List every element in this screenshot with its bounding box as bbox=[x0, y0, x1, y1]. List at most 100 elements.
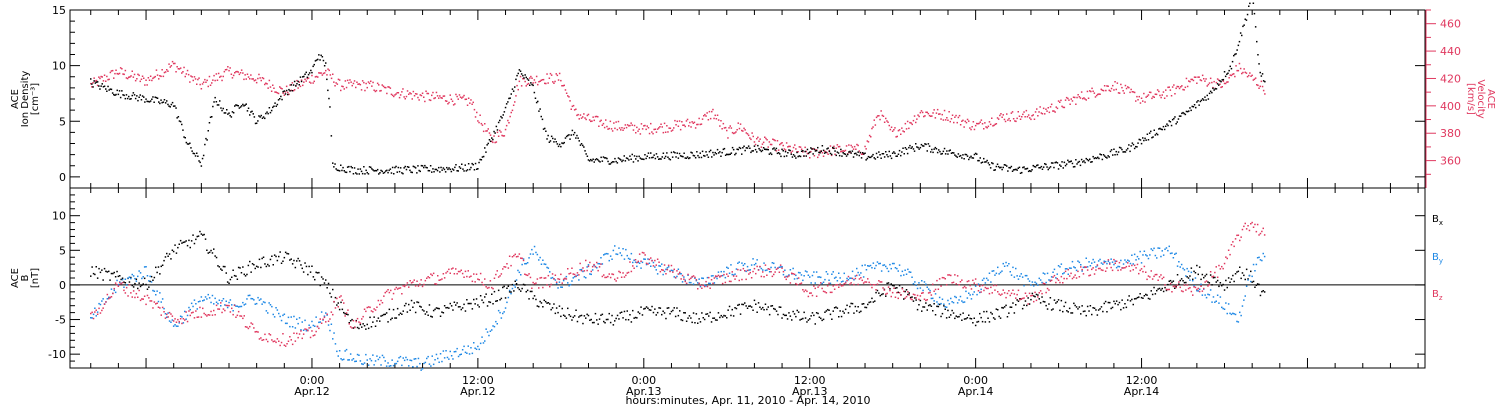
data-point bbox=[1176, 284, 1179, 286]
data-point bbox=[1244, 222, 1246, 225]
data-point bbox=[313, 63, 315, 66]
data-point bbox=[557, 311, 559, 314]
data-point bbox=[935, 112, 938, 114]
data-point bbox=[253, 79, 256, 82]
data-point bbox=[1030, 298, 1032, 301]
data-point bbox=[661, 263, 663, 265]
data-point bbox=[167, 255, 169, 257]
data-point bbox=[396, 288, 399, 290]
data-point bbox=[127, 295, 129, 297]
data-point bbox=[105, 88, 107, 90]
data-point bbox=[514, 86, 516, 88]
data-point bbox=[114, 282, 117, 284]
data-point bbox=[1189, 279, 1191, 281]
data-point bbox=[164, 102, 167, 104]
data-point bbox=[737, 268, 739, 271]
x-tick-label-date: Apr.12 bbox=[294, 385, 330, 398]
data-point bbox=[936, 301, 938, 303]
data-point bbox=[286, 343, 288, 345]
data-point bbox=[1226, 286, 1228, 289]
data-point bbox=[134, 296, 136, 299]
data-point bbox=[1114, 262, 1116, 264]
data-point bbox=[677, 314, 680, 317]
data-point bbox=[539, 80, 541, 82]
data-point bbox=[1182, 280, 1184, 282]
data-point bbox=[398, 287, 400, 289]
data-point bbox=[692, 275, 695, 277]
data-point bbox=[702, 317, 704, 319]
data-point bbox=[182, 322, 185, 324]
data-point bbox=[416, 172, 418, 174]
data-point bbox=[527, 79, 530, 81]
data-point bbox=[391, 166, 394, 169]
data-point bbox=[771, 262, 774, 264]
data-point bbox=[435, 353, 438, 356]
data-point bbox=[573, 131, 576, 134]
data-point bbox=[1112, 154, 1114, 156]
data-point bbox=[192, 79, 194, 82]
data-point bbox=[705, 285, 707, 287]
data-point bbox=[1173, 84, 1175, 86]
data-point bbox=[432, 309, 435, 312]
data-point bbox=[940, 285, 942, 287]
data-point bbox=[601, 275, 604, 278]
data-point bbox=[142, 276, 144, 278]
data-point bbox=[92, 272, 95, 275]
data-point bbox=[335, 168, 337, 170]
data-point bbox=[113, 289, 115, 292]
data-point bbox=[726, 273, 728, 275]
data-point bbox=[1102, 269, 1104, 272]
data-point bbox=[1063, 305, 1065, 308]
data-point bbox=[844, 281, 847, 283]
data-point bbox=[824, 278, 826, 281]
data-point bbox=[817, 156, 819, 159]
data-point bbox=[347, 309, 349, 311]
data-point bbox=[952, 281, 955, 284]
data-point bbox=[326, 314, 328, 316]
data-point bbox=[447, 103, 449, 105]
data-point bbox=[694, 157, 697, 159]
data-point bbox=[1109, 301, 1111, 304]
data-point bbox=[1129, 91, 1131, 94]
data-point bbox=[810, 282, 812, 284]
data-point bbox=[1156, 273, 1158, 276]
data-point bbox=[478, 306, 480, 308]
data-point bbox=[224, 304, 226, 306]
data-point bbox=[782, 313, 785, 316]
data-point bbox=[665, 273, 667, 275]
data-point bbox=[1091, 87, 1093, 90]
data-point bbox=[694, 127, 697, 129]
data-point bbox=[123, 94, 125, 97]
data-point bbox=[1196, 264, 1198, 267]
data-point bbox=[481, 156, 484, 158]
data-point bbox=[909, 121, 911, 124]
data-point bbox=[471, 103, 473, 105]
data-point bbox=[679, 310, 681, 312]
data-point bbox=[708, 150, 711, 153]
data-point bbox=[774, 149, 776, 151]
data-point bbox=[373, 316, 375, 318]
data-point bbox=[1264, 93, 1266, 95]
data-point bbox=[128, 276, 131, 278]
data-point bbox=[789, 315, 792, 317]
data-point bbox=[520, 290, 522, 292]
data-point bbox=[327, 320, 330, 322]
data-point bbox=[651, 260, 653, 262]
data-point bbox=[875, 116, 878, 119]
data-point bbox=[950, 314, 952, 316]
data-point bbox=[826, 151, 828, 154]
data-point bbox=[1045, 281, 1047, 284]
data-point bbox=[944, 119, 947, 121]
data-point bbox=[994, 169, 996, 171]
data-point bbox=[391, 298, 393, 300]
data-point bbox=[1227, 81, 1229, 83]
data-point bbox=[1002, 114, 1004, 116]
data-point bbox=[258, 115, 260, 117]
data-point bbox=[546, 138, 548, 140]
data-point bbox=[1082, 266, 1085, 269]
top-ylabel-line-1: Ion Density bbox=[20, 71, 31, 128]
data-point bbox=[1055, 277, 1057, 279]
data-point bbox=[428, 170, 431, 172]
data-point bbox=[170, 313, 172, 315]
data-point bbox=[587, 265, 590, 268]
